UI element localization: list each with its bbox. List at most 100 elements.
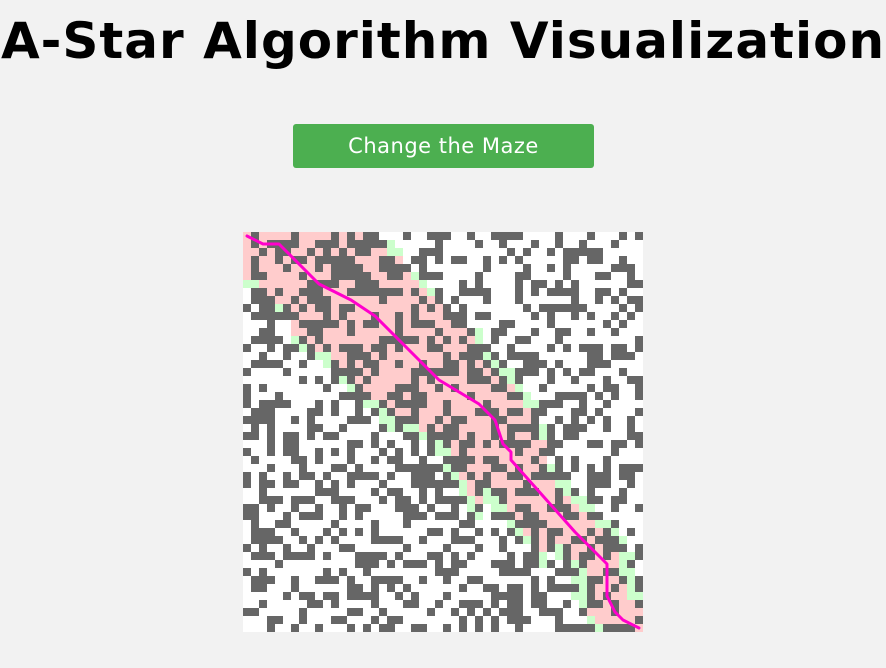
maze-open-cell — [635, 400, 643, 409]
maze-open-cell — [371, 336, 380, 345]
maze-open-cell — [579, 504, 588, 513]
maze-wall-cell — [403, 400, 412, 409]
maze-wall-cell — [563, 568, 572, 577]
change-maze-button[interactable]: Change the Maze — [293, 124, 594, 168]
maze-wall-cell — [355, 392, 364, 401]
maze-wall-cell — [531, 432, 540, 441]
maze-open-cell — [579, 592, 588, 601]
maze-open-cell — [291, 248, 300, 257]
maze-wall-cell — [515, 488, 524, 497]
maze-open-cell — [627, 496, 636, 505]
maze-open-cell — [387, 312, 396, 321]
maze-open-cell — [435, 304, 444, 313]
maze-open-cell — [283, 600, 292, 609]
maze-open-cell — [299, 408, 308, 417]
maze-wall-cell — [523, 560, 532, 569]
maze-open-cell — [315, 568, 324, 577]
maze-wall-cell — [547, 528, 556, 537]
maze-open-cell — [619, 432, 628, 441]
maze-open-cell — [507, 384, 516, 393]
maze-open-cell — [251, 560, 260, 569]
maze-open-cell — [379, 376, 388, 385]
maze-open-cell — [547, 568, 556, 577]
maze-open-cell — [563, 296, 572, 305]
maze-wall-cell — [371, 584, 380, 593]
maze-wall-cell — [443, 440, 452, 449]
maze-wall-cell — [515, 296, 524, 305]
maze-wall-cell — [563, 248, 572, 257]
maze-open-cell — [467, 448, 476, 457]
maze-open-cell — [635, 264, 643, 273]
maze-open-cell — [507, 576, 516, 585]
maze-wall-cell — [595, 392, 604, 401]
maze-open-cell — [387, 592, 396, 601]
maze-open-cell — [483, 464, 492, 473]
maze-wall-cell — [403, 560, 412, 569]
maze-wall-cell — [555, 360, 564, 369]
maze-wall-cell — [251, 416, 260, 425]
maze-wall-cell — [627, 424, 636, 433]
maze-open-cell — [323, 368, 332, 377]
maze-open-cell — [539, 256, 548, 265]
maze-wall-cell — [251, 296, 260, 305]
maze-open-cell — [363, 520, 372, 529]
maze-open-cell — [427, 624, 436, 632]
maze-open-cell — [523, 232, 532, 241]
maze-open-cell — [523, 432, 532, 441]
maze-wall-cell — [571, 432, 580, 441]
maze-wall-cell — [379, 400, 388, 409]
maze-open-cell — [579, 288, 588, 297]
maze-open-cell — [347, 408, 356, 417]
maze-open-cell — [307, 256, 316, 265]
maze-wall-cell — [363, 376, 372, 385]
maze-open-cell — [339, 560, 348, 569]
maze-open-cell — [427, 288, 436, 297]
maze-wall-cell — [355, 288, 364, 297]
maze-open-cell — [475, 552, 484, 561]
maze-wall-cell — [363, 504, 372, 513]
maze-open-cell — [419, 232, 428, 241]
maze-open-cell — [603, 296, 612, 305]
maze-wall-cell — [251, 456, 260, 465]
maze-open-cell — [331, 472, 340, 481]
maze-open-cell — [267, 608, 276, 617]
maze-open-cell — [347, 248, 356, 257]
maze-open-cell — [299, 520, 308, 529]
maze-wall-cell — [499, 416, 508, 425]
maze-wall-cell — [411, 336, 420, 345]
maze-open-cell — [331, 504, 340, 513]
maze-open-cell — [547, 336, 556, 345]
maze-open-cell — [243, 256, 252, 265]
maze-wall-cell — [515, 392, 524, 401]
maze-open-cell — [435, 544, 444, 553]
maze-open-cell — [267, 456, 276, 465]
maze-wall-cell — [387, 272, 396, 281]
maze-open-cell — [467, 496, 476, 505]
maze-open-cell — [275, 280, 284, 289]
maze-wall-cell — [475, 528, 484, 537]
maze-open-cell — [611, 336, 620, 345]
maze-open-cell — [459, 248, 468, 257]
maze-open-cell — [411, 544, 420, 553]
maze-open-cell — [243, 376, 252, 385]
maze-open-cell — [619, 560, 628, 569]
maze-wall-cell — [347, 608, 356, 617]
maze-open-cell — [499, 272, 508, 281]
maze-open-cell — [379, 312, 388, 321]
maze-wall-cell — [355, 416, 364, 425]
maze-open-cell — [355, 496, 364, 505]
maze-open-cell — [475, 608, 484, 617]
maze-open-cell — [419, 520, 428, 529]
maze-open-cell — [475, 560, 484, 569]
maze-wall-cell — [251, 512, 260, 521]
maze-open-cell — [419, 312, 428, 321]
maze-wall-cell — [619, 288, 628, 297]
maze-wall-cell — [531, 600, 540, 609]
maze-open-cell — [299, 528, 308, 537]
maze-open-cell — [427, 520, 436, 529]
maze-open-cell — [507, 288, 516, 297]
maze-open-cell — [331, 424, 340, 433]
maze-wall-cell — [451, 296, 460, 305]
maze-open-cell — [395, 512, 404, 521]
maze-wall-cell — [635, 392, 643, 401]
